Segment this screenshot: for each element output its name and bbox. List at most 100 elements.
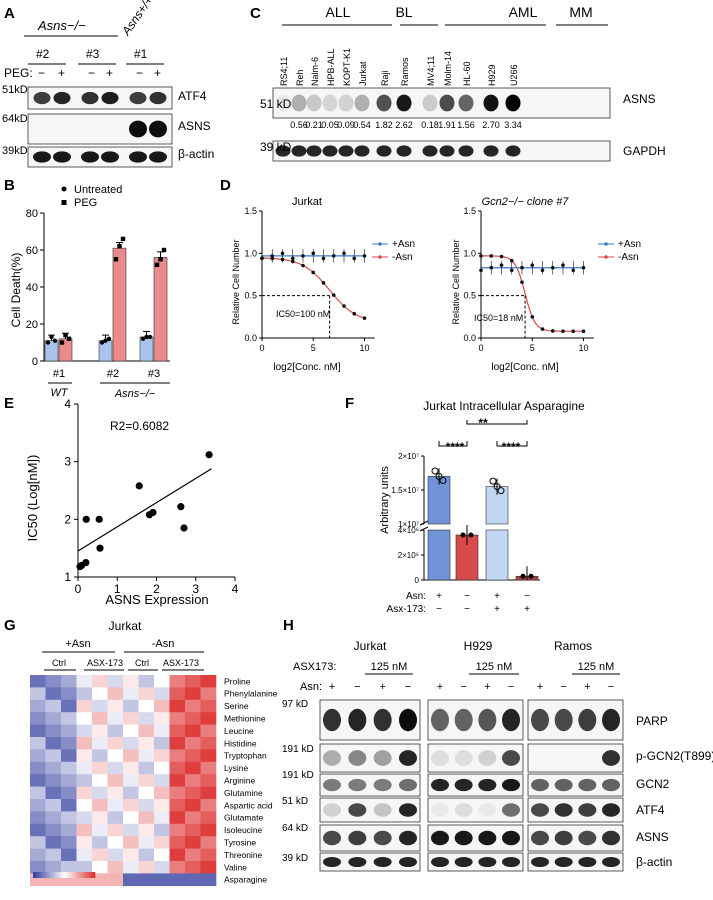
heatmap-cell <box>138 811 155 825</box>
atf4-blot-band <box>53 91 71 105</box>
heatmap-cell <box>61 848 77 862</box>
heatmap-cell <box>169 848 186 862</box>
metabolite-label: Aspartic acid <box>224 800 273 810</box>
heatmap-cell <box>92 699 108 713</box>
heatmap-cell <box>185 699 201 713</box>
y-tick-label: 1 <box>64 570 71 584</box>
heatmap-cell <box>45 861 62 874</box>
x-tick-label: 3 <box>192 582 199 596</box>
y-tick-label: 20 <box>26 319 38 331</box>
color-scale-step <box>48 872 51 878</box>
heatmap-cell <box>123 799 139 812</box>
heatmap-cell <box>61 786 77 800</box>
color-scale-step <box>56 872 59 878</box>
peg-sign: + <box>154 66 161 80</box>
data-point <box>435 472 443 480</box>
heatmap-cell <box>154 811 170 825</box>
blot-label: p-GCN2(T899) <box>636 749 713 763</box>
heatmap-cell <box>138 774 155 787</box>
blot-row-5-band <box>531 856 549 868</box>
heatmap-cell <box>30 724 46 738</box>
peg-sign: + <box>58 66 65 80</box>
clone-label-3: #1 <box>134 47 148 61</box>
gapdh-blot-band <box>439 145 455 157</box>
panel-d: D Jurkat Gcn2−/− clone #7 Relative Cell … <box>220 177 641 373</box>
color-scale-step <box>82 872 85 878</box>
blot-row-2-band <box>554 778 573 792</box>
quant-value: 1.56 <box>457 120 475 130</box>
asn-sign: + <box>537 681 543 693</box>
heatmap-cell <box>76 737 93 750</box>
heatmap-cell <box>107 687 124 701</box>
heatmap-cell <box>154 848 170 862</box>
size-marker: 51 kD <box>260 97 292 111</box>
group-label: ALL <box>326 4 351 20</box>
dose-label: 125 nM <box>578 661 615 673</box>
heatmap-cell <box>123 823 139 837</box>
asns-blot-band <box>338 94 354 112</box>
heatmap-cell <box>61 823 77 837</box>
y-tick-label: 1.5×10⁷ <box>391 486 419 495</box>
heatmap-cell <box>30 823 46 837</box>
panel-d-letter: D <box>220 177 231 194</box>
blot-row-2-band <box>431 778 449 792</box>
legend-marker-minus <box>604 255 608 259</box>
asx-sign: − <box>436 604 442 615</box>
heatmap-cell <box>138 848 155 862</box>
heatmap-cell <box>123 724 139 738</box>
panel-e-ylabel: IC50 (Log[nM]) <box>25 455 40 542</box>
bar-lower <box>427 529 451 581</box>
panel-b-ylabel: Cell Death(%) <box>9 253 23 328</box>
data-point-minus <box>540 327 545 331</box>
size-marker: 64 kD <box>282 823 308 834</box>
color-scale-step <box>73 872 76 878</box>
cell-line-label: RS4;11 <box>279 57 289 86</box>
data-point <box>177 503 185 511</box>
metabolite-label: Serine <box>224 701 249 711</box>
heatmap-cell <box>185 712 201 725</box>
asx-label: ASX173: <box>293 661 336 673</box>
heatmap-cell <box>154 724 170 738</box>
legend-marker-plus <box>378 242 382 246</box>
asn-sign: + <box>437 681 443 693</box>
heatmap-cell <box>169 823 186 837</box>
heatmap-cell <box>30 848 46 862</box>
cell-line-label: HPB-ALL <box>326 48 336 86</box>
asns-blot-band <box>129 120 147 138</box>
heatmap-cell <box>138 836 155 849</box>
heatmap-cell <box>76 823 93 837</box>
color-scale-step <box>87 872 90 878</box>
heatmap-cell <box>61 761 77 775</box>
cell-line-label: H929 <box>487 64 497 86</box>
genotype-wt-label: Asns+/+ <box>118 0 155 39</box>
size-marker: 39 kD <box>260 140 292 154</box>
heatmap-cell <box>123 848 139 862</box>
gapdh-blot-band <box>291 145 307 157</box>
asn-label: Asn: <box>300 681 322 693</box>
y-tick-label: 0.0 <box>463 333 476 343</box>
blot-row-0-band <box>531 708 549 732</box>
data-point <box>528 573 534 579</box>
size-marker: 39 kD <box>282 853 308 864</box>
heatmap-cell <box>185 786 201 800</box>
heatmap-cell <box>200 737 217 750</box>
y-tick-label: 0.0 <box>244 333 257 343</box>
cell-line-label: MV4;11 <box>426 56 436 86</box>
blot-row-0-band <box>373 708 392 732</box>
blot-row-4-band <box>578 830 597 846</box>
heatmap-cell <box>45 786 62 800</box>
heatmap-cell <box>92 749 108 763</box>
heatmap-cell <box>76 811 93 825</box>
group-label: AML <box>509 4 538 20</box>
heatmap-cell <box>185 848 201 862</box>
blot-label: ATF4 <box>636 803 665 817</box>
heatmap-cell <box>200 699 217 713</box>
y-tick-label: 40 <box>26 282 38 294</box>
heatmap-cell <box>169 811 186 825</box>
heatmap-cell <box>45 799 62 812</box>
heatmap-cell <box>107 761 124 775</box>
heatmap-cell <box>169 873 186 887</box>
blot-row-4-band <box>502 830 520 846</box>
heatmap-cell <box>61 799 77 812</box>
blot-row-0-band <box>399 708 417 732</box>
